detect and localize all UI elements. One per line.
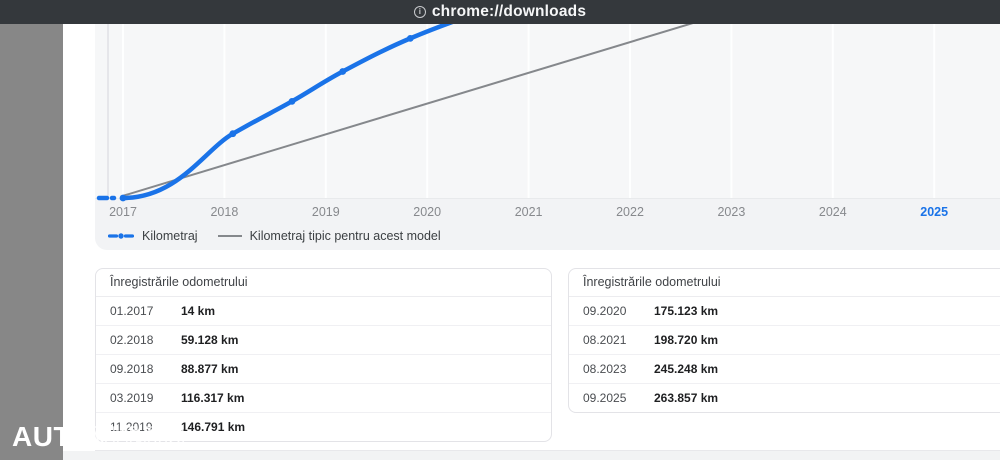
x-axis-label-2022[interactable]: 2022 (616, 205, 644, 219)
record-km: 245.248 km (654, 362, 719, 376)
data-point-dot (288, 97, 296, 105)
odometer-record-row: 09.2018 88.877 km (96, 355, 551, 384)
record-km: 198.720 km (654, 333, 719, 347)
typical-line-swatch (217, 235, 242, 237)
data-point-dot (119, 194, 127, 202)
odometer-records-list: 01.2017 14 km 02.2018 59.128 km 09.2018 88.87… (96, 297, 551, 441)
record-date: 09.2020 (583, 304, 627, 318)
page-info-icon[interactable] (413, 6, 426, 18)
record-date: 08.2023 (583, 362, 627, 376)
record-date: 09.2018 (110, 362, 154, 376)
record-km: 59.128 km (181, 333, 239, 347)
odometer-record-row: 08.2023 245.248 km (569, 355, 1000, 384)
mileage-chart (95, 24, 1000, 202)
x-axis: 2017 2018 2019 2020 2021 2022 2023 2024 2025 (95, 205, 1000, 221)
x-axis-label-2018[interactable]: 2018 (210, 205, 239, 219)
legend-label-kilometraj: Kilometraj (142, 229, 198, 243)
record-km: 116.317 km (181, 391, 245, 405)
record-date: 01.2017 (110, 304, 154, 318)
x-axis-label-2021[interactable]: 2021 (514, 205, 543, 219)
x-axis-label-2020[interactable]: 2020 (413, 205, 442, 219)
gray-photo-strip (0, 24, 63, 460)
odometer-records-card-2: Înregistrările odometrului 09.2020 175.12… (568, 268, 1000, 413)
record-date: 09.2025 (583, 391, 627, 405)
odometer-records-card-1: Înregistrările odometrului 01.2017 14 km 0… (95, 268, 552, 442)
address-bar[interactable]: chrome://downloads (0, 0, 1000, 24)
card-title: Înregistrările odometrului (569, 269, 1000, 297)
bottom-divider (95, 450, 1000, 451)
legend-item-kilometraj[interactable]: Kilometraj (108, 229, 198, 243)
odometer-record-row: 08.2021 198.720 km (569, 326, 1000, 355)
data-point-dot (339, 68, 347, 75)
legend-label-typical: Kilometraj tipic pentru acest model (249, 229, 441, 243)
legend-item-typical[interactable]: Kilometraj tipic pentru acest model (217, 229, 441, 243)
record-km: 14 km (181, 304, 216, 318)
odometer-record-row: 09.2020 175.123 km (569, 297, 1000, 326)
plot-area (95, 24, 1000, 198)
kilometraj-line-swatch (108, 233, 134, 239)
address-url[interactable]: chrome://downloads (431, 3, 587, 20)
x-axis-label-2017[interactable]: 2017 (109, 205, 137, 219)
record-km: 88.877 km (181, 362, 239, 376)
watermark-text-outline: OVIT.RO (70, 420, 187, 452)
record-km: 175.123 km (654, 304, 719, 318)
typical-mileage-line (122, 24, 694, 197)
record-date: 08.2021 (583, 333, 627, 347)
bottom-strip (63, 451, 1000, 460)
record-date: 11.2019 (110, 420, 153, 434)
odometer-record-row: 09.2025 263.857 km (569, 384, 1000, 412)
x-axis-label-2024[interactable]: 2024 (818, 205, 847, 219)
card-title: Înregistrările odometrului (96, 269, 551, 297)
record-km: 263.857 km (654, 391, 719, 405)
record-km: 146.791 km (181, 420, 246, 434)
x-axis-label-2025[interactable]: 2025 (920, 205, 949, 219)
record-date: 02.2018 (110, 333, 154, 347)
odometer-record-row: 03.2019 116.317 km (96, 384, 551, 413)
x-axis-label-2019[interactable]: 2019 (311, 205, 340, 219)
x-axis-label-2023[interactable]: 2023 (717, 205, 746, 219)
odometer-record-row: 02.2018 59.128 km (96, 326, 551, 355)
record-date: 03.2019 (110, 391, 154, 405)
autovit-watermark: AUTOVIT.RO (12, 420, 187, 453)
odometer-records-list: 09.2020 175.123 km 08.2021 198.720 km 08.202… (569, 297, 1000, 412)
data-point-dot (229, 130, 237, 138)
odometer-record-row: 11.2019 146.791 km (96, 413, 551, 441)
watermark-text-solid: AUT (12, 421, 71, 452)
kilometraj-line (120, 24, 454, 201)
chart-legend: Kilometraj Kilometraj tipic pentru acest… (108, 229, 441, 243)
data-point-dot (406, 34, 414, 42)
odometer-record-row: 01.2017 14 km (96, 297, 551, 326)
mileage-chart-panel: 2017 2018 2019 2020 2021 2022 2023 2024 2025 Kil… (95, 24, 1000, 250)
